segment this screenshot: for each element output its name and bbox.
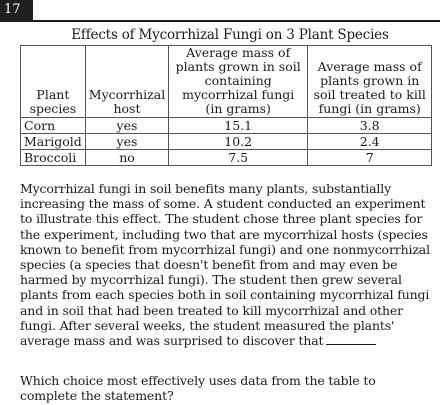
cell-species: Broccoli bbox=[20, 149, 86, 166]
cell-mass-with-fungi: 10.2 bbox=[168, 133, 309, 150]
header-mycorrhizal-host: Mycorrhizal host bbox=[84, 45, 170, 118]
cell-host: yes bbox=[84, 133, 170, 150]
passage-body: Mycorrhizal fungi in soil benefits many … bbox=[20, 181, 430, 349]
table-header-row: Plant species Mycorrhizal host Average m… bbox=[20, 45, 433, 118]
question-prompt: Which choice most effectively uses data … bbox=[20, 373, 376, 404]
cell-mass-without-fungi: 7 bbox=[307, 149, 433, 166]
table-row: Corn yes 15.1 3.8 bbox=[20, 117, 433, 134]
table-caption: Effects of Mycorrhizal Fungi on 3 Plant … bbox=[71, 27, 389, 43]
cell-species: Marigold bbox=[20, 133, 86, 150]
header-plant-species: Plant species bbox=[20, 45, 86, 118]
cell-mass-with-fungi: 7.5 bbox=[168, 149, 309, 166]
cell-mass-without-fungi: 3.8 bbox=[307, 117, 433, 134]
data-table: Plant species Mycorrhizal host Average m… bbox=[20, 45, 433, 166]
header-mass-with-fungi: Average mass of plants grown in soil con… bbox=[168, 45, 309, 118]
passage-text: Mycorrhizal fungi in soil benefits many … bbox=[20, 181, 430, 348]
cell-mass-with-fungi: 15.1 bbox=[168, 117, 309, 134]
header-divider bbox=[0, 20, 440, 22]
table-row: Marigold yes 10.2 2.4 bbox=[20, 133, 433, 150]
table-row: Broccoli no 7.5 7 bbox=[20, 149, 433, 166]
cell-mass-without-fungi: 2.4 bbox=[307, 133, 433, 150]
header-mass-without-fungi: Average mass of plants grown in soil tre… bbox=[307, 45, 433, 118]
answer-blank bbox=[326, 334, 377, 346]
cell-species: Corn bbox=[20, 117, 86, 134]
question-number: 17 bbox=[0, 0, 33, 20]
cell-host: yes bbox=[84, 117, 170, 134]
cell-host: no bbox=[84, 149, 170, 166]
